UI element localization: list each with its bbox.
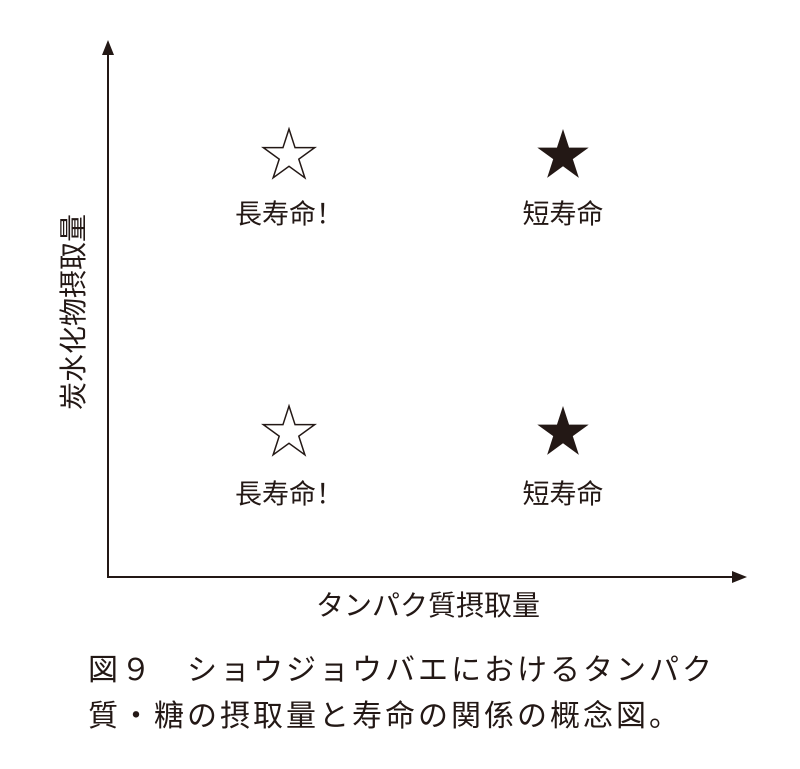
x-arrowhead: [732, 571, 747, 583]
caption-line: 図９ ショウジョウバエにおけるタンパク: [88, 653, 715, 688]
filled-star: [537, 129, 589, 178]
x-axis-label: タンパク質摂取量: [316, 589, 540, 622]
quadrant-label: 短寿命: [523, 200, 604, 231]
quadrant-label: 長寿命！: [235, 480, 343, 511]
filled-star: [537, 406, 589, 455]
y-axis-label: 炭水化物摂取量: [57, 214, 90, 410]
y-arrowhead: [102, 40, 114, 55]
quadrant-label: 短寿命: [523, 480, 604, 511]
quadrant-label: 長寿命！: [235, 200, 343, 231]
outline-star: [262, 405, 316, 456]
outline-star: [262, 128, 316, 179]
caption-line: 質・糖の摂取量と寿命の関係の概念図。: [88, 699, 682, 734]
